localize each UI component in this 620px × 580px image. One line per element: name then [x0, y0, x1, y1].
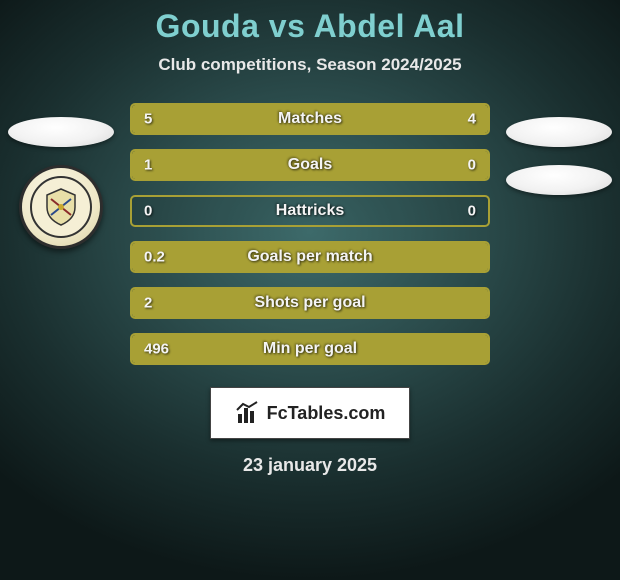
bar-fill-right [328, 105, 488, 133]
shield-icon [39, 185, 83, 229]
date-label: 23 january 2025 [0, 455, 620, 476]
stat-bars: 5 Matches 4 1 Goals 0 0 Hattricks 0 0.2 Goals per … [130, 103, 490, 365]
stat-value-left: 496 [144, 341, 169, 358]
watermark-text: FcTables.com [267, 403, 386, 424]
stat-row: 5 Matches 4 [130, 103, 490, 135]
player-right-badges [504, 117, 614, 195]
stat-row: 2 Shots per goal [130, 287, 490, 319]
player-right-oval-1 [506, 117, 612, 147]
stat-row: 0.2 Goals per match [130, 241, 490, 273]
stat-label: Goals per match [247, 248, 372, 266]
stat-value-left: 1 [144, 157, 152, 174]
page-title: Gouda vs Abdel Aal [0, 8, 620, 45]
stat-label: Matches [278, 110, 342, 128]
player-left-oval [8, 117, 114, 147]
stat-label: Min per goal [263, 340, 357, 358]
stat-value-left: 0.2 [144, 249, 165, 266]
stat-value-right: 4 [468, 111, 476, 128]
stat-value-right: 0 [468, 203, 476, 220]
player-left-badges [6, 117, 116, 249]
chart-icon [235, 400, 261, 426]
player-right-oval-2 [506, 165, 612, 195]
stat-row: 0 Hattricks 0 [130, 195, 490, 227]
stat-value-right: 0 [468, 157, 476, 174]
club-logo-left [19, 165, 103, 249]
content-wrapper: Gouda vs Abdel Aal Club competitions, Se… [0, 0, 620, 580]
club-logo-inner [30, 176, 92, 238]
stat-row: 1 Goals 0 [130, 149, 490, 181]
stat-row: 496 Min per goal [130, 333, 490, 365]
watermark: FcTables.com [210, 387, 410, 439]
stat-value-left: 5 [144, 111, 152, 128]
comparison-stage: 5 Matches 4 1 Goals 0 0 Hattricks 0 0.2 Goals per … [0, 103, 620, 365]
stat-value-left: 2 [144, 295, 152, 312]
subtitle: Club competitions, Season 2024/2025 [0, 55, 620, 75]
stat-value-left: 0 [144, 203, 152, 220]
stat-label: Shots per goal [254, 294, 365, 312]
stat-label: Goals [288, 156, 332, 174]
stat-label: Hattricks [276, 202, 344, 220]
